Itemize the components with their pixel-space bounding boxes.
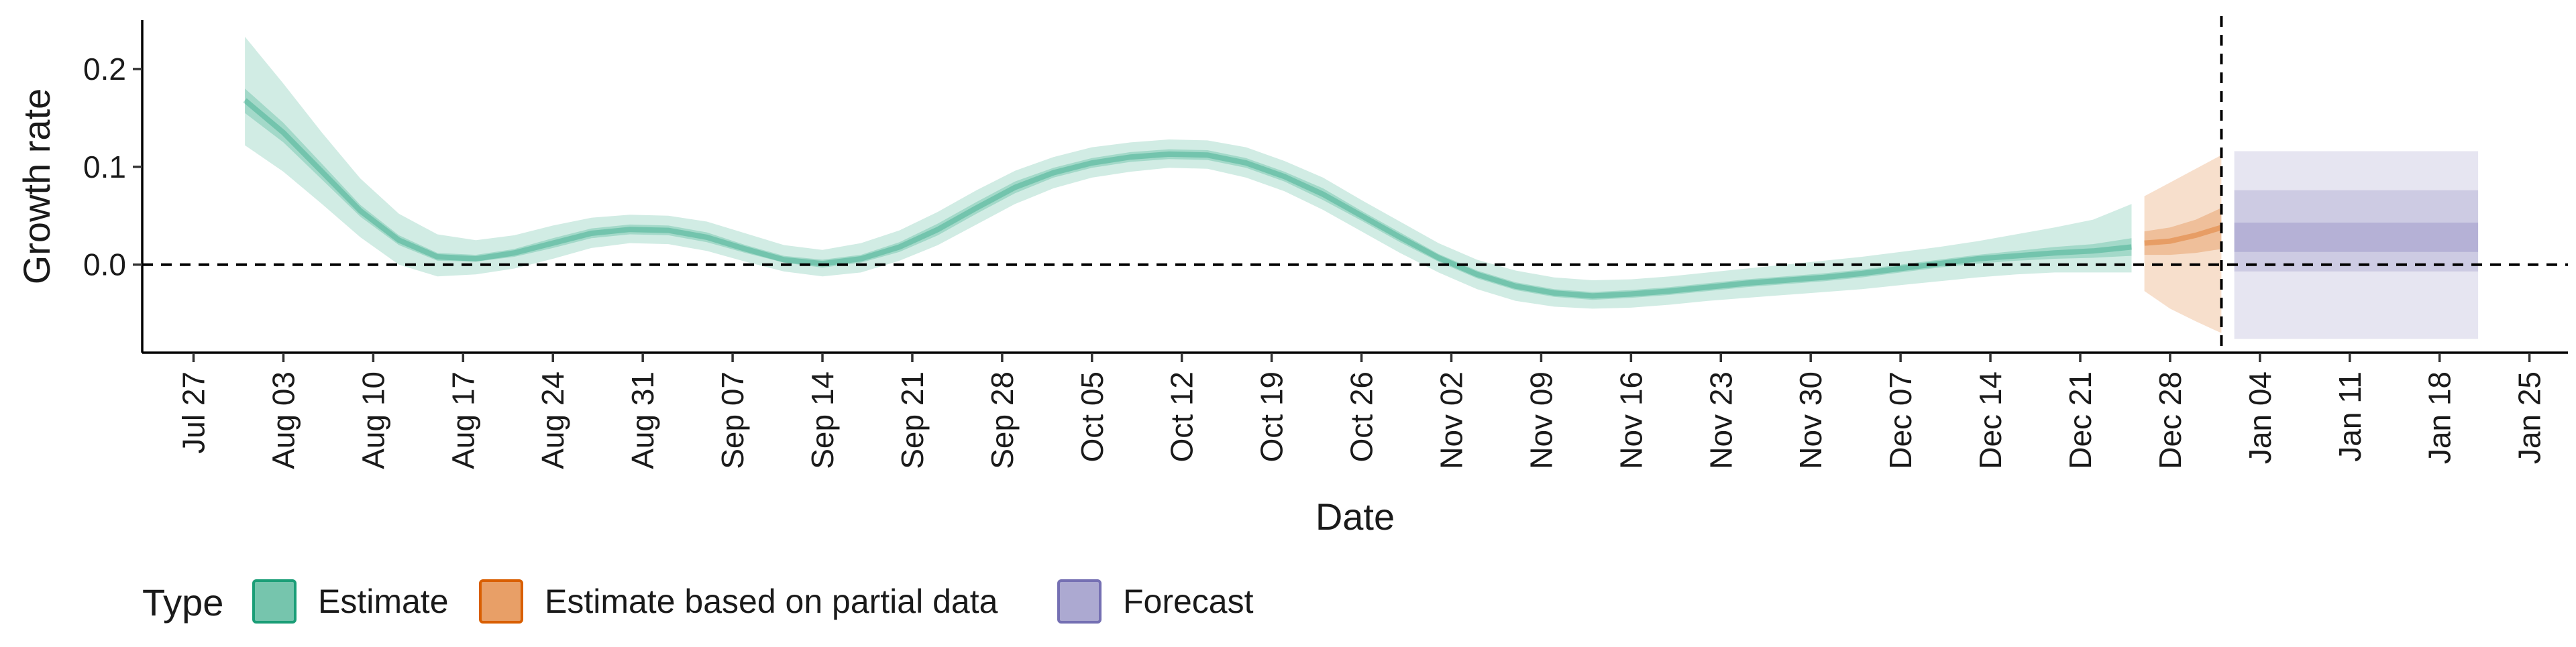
- x-tick-label: Dec 21: [2063, 371, 2098, 469]
- x-axis-title: Date: [1316, 495, 1395, 538]
- x-tick-label: Oct 26: [1344, 371, 1379, 463]
- legend-title: Type: [142, 581, 223, 624]
- x-tick-label: Dec 14: [1973, 371, 2008, 469]
- estimate-based-on-partial-data-band-50: [2144, 208, 2222, 255]
- x-axis-ticks: Jul 27 Aug 03 Aug 10 Aug 17 Aug 24 Aug 31 Sep …: [176, 353, 2547, 469]
- x-tick-label: Dec 07: [1883, 371, 1918, 469]
- x-tick-label: Oct 12: [1165, 371, 1199, 463]
- uncertainty-bands: [243, 36, 2479, 339]
- y-axis-title: Growth rate: [15, 89, 58, 285]
- legend-key-estimate: [252, 579, 297, 624]
- estimate-based-on-partial-data-median-line: [2144, 225, 2222, 246]
- legend-label-estimate-based-on-partial-data: Estimate based on partial data: [545, 583, 998, 620]
- forecast-band-90: [2234, 151, 2479, 339]
- x-tick-label: Nov 02: [1434, 371, 1469, 469]
- legend-label-estimate: Estimate: [318, 583, 449, 620]
- x-tick-label: Nov 09: [1523, 371, 1558, 469]
- reference-lines: [142, 16, 2568, 353]
- estimate-median-line: [243, 98, 2132, 299]
- legend-label-forecast: Forecast: [1123, 583, 1254, 620]
- x-tick-label: Oct 19: [1254, 371, 1289, 463]
- estimate-based-on-partial-data-band-90: [2144, 155, 2222, 333]
- x-tick-label: Sep 07: [715, 371, 750, 469]
- x-tick-label: Sep 14: [805, 371, 840, 469]
- legend-key-forecast: [1057, 579, 1102, 624]
- x-tick-label: Aug 03: [266, 371, 301, 469]
- x-tick-label: Jul 27: [176, 371, 211, 454]
- y-tick-label: 0.2: [83, 52, 126, 86]
- y-axis-ticks: 0.0 0.1 0.2: [83, 52, 142, 282]
- forecast-band-25: [2234, 223, 2479, 252]
- legend-key-estimate-based-on-partial-data: [479, 579, 523, 624]
- x-tick-label: Aug 17: [445, 371, 480, 469]
- x-tick-label: Aug 31: [625, 371, 660, 469]
- x-tick-label: Jan 04: [2243, 371, 2277, 464]
- y-tick-label: 0.1: [83, 150, 126, 184]
- x-tick-label: Sep 21: [895, 371, 930, 469]
- x-tick-label: Dec 28: [2153, 371, 2188, 469]
- x-tick-label: Jan 25: [2512, 371, 2547, 464]
- axes: [141, 20, 2568, 354]
- estimate-band-90: [245, 36, 2132, 309]
- x-tick-label: Sep 28: [985, 371, 1020, 469]
- x-tick-label: Nov 23: [1703, 371, 1738, 469]
- x-tick-label: Jan 11: [2332, 371, 2367, 462]
- forecast-band-50: [2234, 190, 2479, 272]
- x-tick-label: Oct 05: [1075, 371, 1110, 463]
- x-tick-label: Jan 18: [2422, 371, 2457, 464]
- x-tick-label: Nov 30: [1793, 371, 1828, 469]
- y-tick-label: 0.0: [83, 247, 126, 282]
- x-tick-label: Aug 10: [356, 371, 390, 469]
- legend: Type Estimate Estimate based on partial d…: [142, 579, 1254, 624]
- x-tick-label: Nov 16: [1613, 371, 1648, 469]
- x-tick-label: Aug 24: [535, 371, 570, 469]
